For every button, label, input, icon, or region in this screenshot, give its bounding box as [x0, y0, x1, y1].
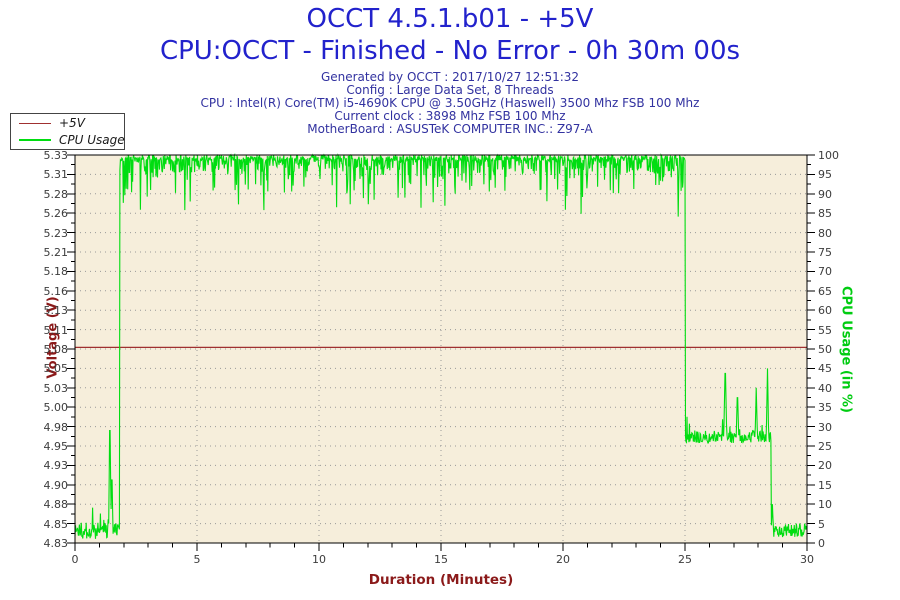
left-axis-tick-label: 4.90: [43, 478, 69, 492]
right-axis-tick-label: 90: [818, 187, 832, 201]
left-axis-tick-label: 4.93: [43, 458, 69, 472]
left-axis-tick-label: 5.26: [43, 206, 69, 220]
left-axis-tick-label: 4.85: [43, 517, 69, 531]
right-axis-tick-label: 60: [818, 303, 832, 317]
right-axis-tick-label: 75: [818, 245, 832, 259]
right-axis-tick-label: 100: [818, 148, 839, 162]
left-axis-tick-label: 5.03: [43, 381, 69, 395]
plot-border: [74, 154, 808, 544]
right-axis-tick-label: 55: [818, 323, 832, 337]
legend-label-cpu-usage: CPU Usage: [59, 133, 125, 147]
right-axis-tick-label: 80: [818, 226, 832, 240]
left-axis-tick-label: 5.00: [43, 400, 69, 414]
legend-box: +5V CPU Usage: [10, 113, 125, 150]
chart-title: OCCT 4.5.1.b01 - +5V: [306, 4, 594, 34]
left-axis-tick-label: 5.18: [43, 264, 69, 278]
right-axis-tick-label: 85: [818, 206, 832, 220]
info-current-clock: Current clock : 3898 Mhz FSB 100 Mhz: [334, 109, 566, 123]
left-axis-tick-label: 4.95: [43, 439, 69, 453]
legend-row-voltage: +5V: [11, 115, 124, 131]
cpu-usage-line-swatch: [19, 139, 51, 141]
left-axis-tick-label: 5.11: [43, 323, 69, 337]
left-axis-tick-label: 4.88: [43, 497, 69, 511]
x-axis-tick-label: 10: [312, 553, 326, 566]
right-axis-tick-label: 35: [818, 400, 832, 414]
info-motherboard: MotherBoard : ASUSTeK COMPUTER INC.: Z97…: [307, 122, 593, 136]
left-axis-tick-label: 4.98: [43, 420, 69, 434]
left-axis-tick-label: 5.21: [43, 245, 69, 259]
left-axis-tick-label: 5.33: [43, 148, 69, 162]
legend-row-cpu-usage: CPU Usage: [11, 132, 125, 148]
right-axis-tick-label: 15: [818, 478, 832, 492]
info-cpu: CPU : Intel(R) Core(TM) i5-4690K CPU @ 3…: [200, 96, 700, 110]
x-axis-tick-label: 20: [556, 553, 570, 566]
left-axis-tick-label: 4.83: [43, 536, 69, 550]
right-axis-tick-label: 10: [818, 497, 832, 511]
cpu-usage-series-line: [74, 152, 808, 539]
chart-subtitle: CPU:OCCT - Finished - No Error - 0h 30m …: [159, 36, 741, 66]
voltage-line-swatch: [19, 122, 51, 124]
right-axis-tick-label: 65: [818, 284, 832, 298]
right-axis-tick-label: 45: [818, 361, 832, 375]
left-axis-tick-label: 5.16: [43, 284, 69, 298]
right-axis-tick-label: 40: [818, 381, 832, 395]
x-axis-tick-label: 15: [434, 553, 448, 566]
right-axis-tick-label: 5: [818, 517, 825, 531]
right-axis-tick-label: 70: [818, 264, 832, 278]
left-axis-tick-label: 5.23: [43, 226, 69, 240]
right-axis-tick-label: 50: [818, 342, 832, 356]
x-axis-tick-label: 25: [678, 553, 692, 566]
x-axis-tick-label: 0: [71, 553, 79, 566]
x-axis-title: Duration (Minutes): [368, 572, 514, 588]
x-axis-tick-label: 5: [193, 553, 201, 566]
right-axis-tick-label: 95: [818, 167, 832, 181]
left-axis-tick-label: 5.28: [43, 187, 69, 201]
left-axis-tick-label: 5.13: [43, 303, 69, 317]
info-config: Config : Large Data Set, 8 Threads: [346, 83, 554, 97]
info-generated-by: Generated by OCCT : 2017/10/27 12:51:32: [320, 70, 580, 84]
right-axis-tick-label: 25: [818, 439, 832, 453]
left-axis-tick-label: 5.08: [43, 342, 69, 356]
right-axis-tick-label: 30: [818, 420, 832, 434]
right-axis-tick-label: 20: [818, 458, 832, 472]
x-axis-tick-label: 30: [800, 553, 814, 566]
left-axis-tick-label: 5.05: [43, 361, 69, 375]
left-axis-tick-label: 5.31: [43, 167, 69, 181]
axis-ticks: [67, 154, 815, 551]
right-axis-tick-label: 0: [818, 536, 825, 550]
legend-label-voltage: +5V: [59, 116, 85, 130]
